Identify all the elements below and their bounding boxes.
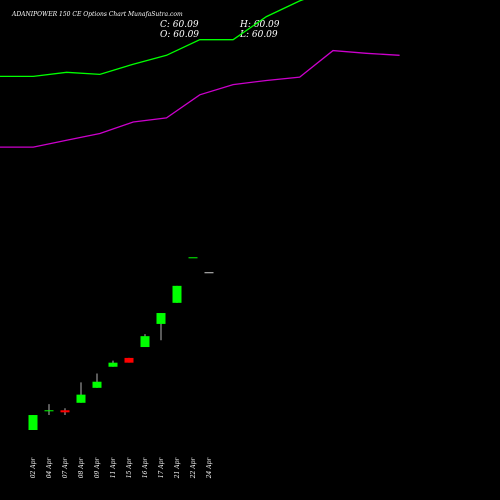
band-line-1 (0, 0, 305, 78)
x-tick-label: 08 Apr (78, 457, 85, 479)
candle (60, 408, 70, 416)
candle-body (28, 415, 38, 430)
close-readout: C: 60.09 (160, 20, 199, 30)
low-readout: L: 60.09 (239, 30, 278, 40)
x-tick-label: 16 Apr (142, 457, 149, 479)
x-tick-label: 09 Apr (94, 457, 101, 479)
candle-body (188, 257, 198, 259)
x-tick-label: 17 Apr (158, 457, 165, 479)
chart-title: ADANIPOWER 150 CE Options Chart MunafaSu… (11, 11, 183, 18)
candle-body (92, 381, 102, 388)
x-tick-label: 07 Apr (62, 457, 69, 479)
band-line-2 (0, 49, 400, 148)
candle-body (124, 357, 134, 363)
x-tick-label: 11 Apr (110, 457, 117, 479)
x-tick-label: 15 Apr (126, 457, 133, 479)
candle-body (108, 362, 118, 367)
candle (108, 360, 118, 367)
candle (172, 285, 182, 303)
candle-body (140, 336, 150, 348)
candle (44, 404, 54, 416)
candle (124, 357, 134, 363)
candle (140, 334, 150, 348)
candle (156, 313, 166, 341)
x-tick-label: 04 Apr (46, 457, 53, 479)
x-tick-label: 21 Apr (174, 457, 181, 480)
x-tick-label: 24 Apr (206, 457, 213, 480)
candle (92, 373, 102, 388)
candle (204, 272, 214, 274)
candles-layer (28, 257, 214, 430)
x-tick-label: 02 Apr (30, 457, 37, 479)
candle-body (60, 410, 70, 413)
x-tick-labels: 02 Apr 04 Apr 07 Apr 08 Apr 09 Apr 11 Apr 15 A… (30, 457, 213, 480)
x-tick-label: 22 Apr (190, 457, 197, 480)
candle-body (44, 410, 54, 412)
candle (188, 257, 198, 259)
candle-body (76, 394, 86, 403)
bands-layer (0, 0, 400, 148)
candle-body (204, 272, 214, 274)
high-readout: H: 60.09 (239, 20, 280, 30)
candle (28, 415, 38, 430)
open-readout: O: 60.09 (160, 30, 199, 40)
candle-body (156, 313, 166, 324)
candle (76, 382, 86, 403)
candle-body (172, 285, 182, 303)
